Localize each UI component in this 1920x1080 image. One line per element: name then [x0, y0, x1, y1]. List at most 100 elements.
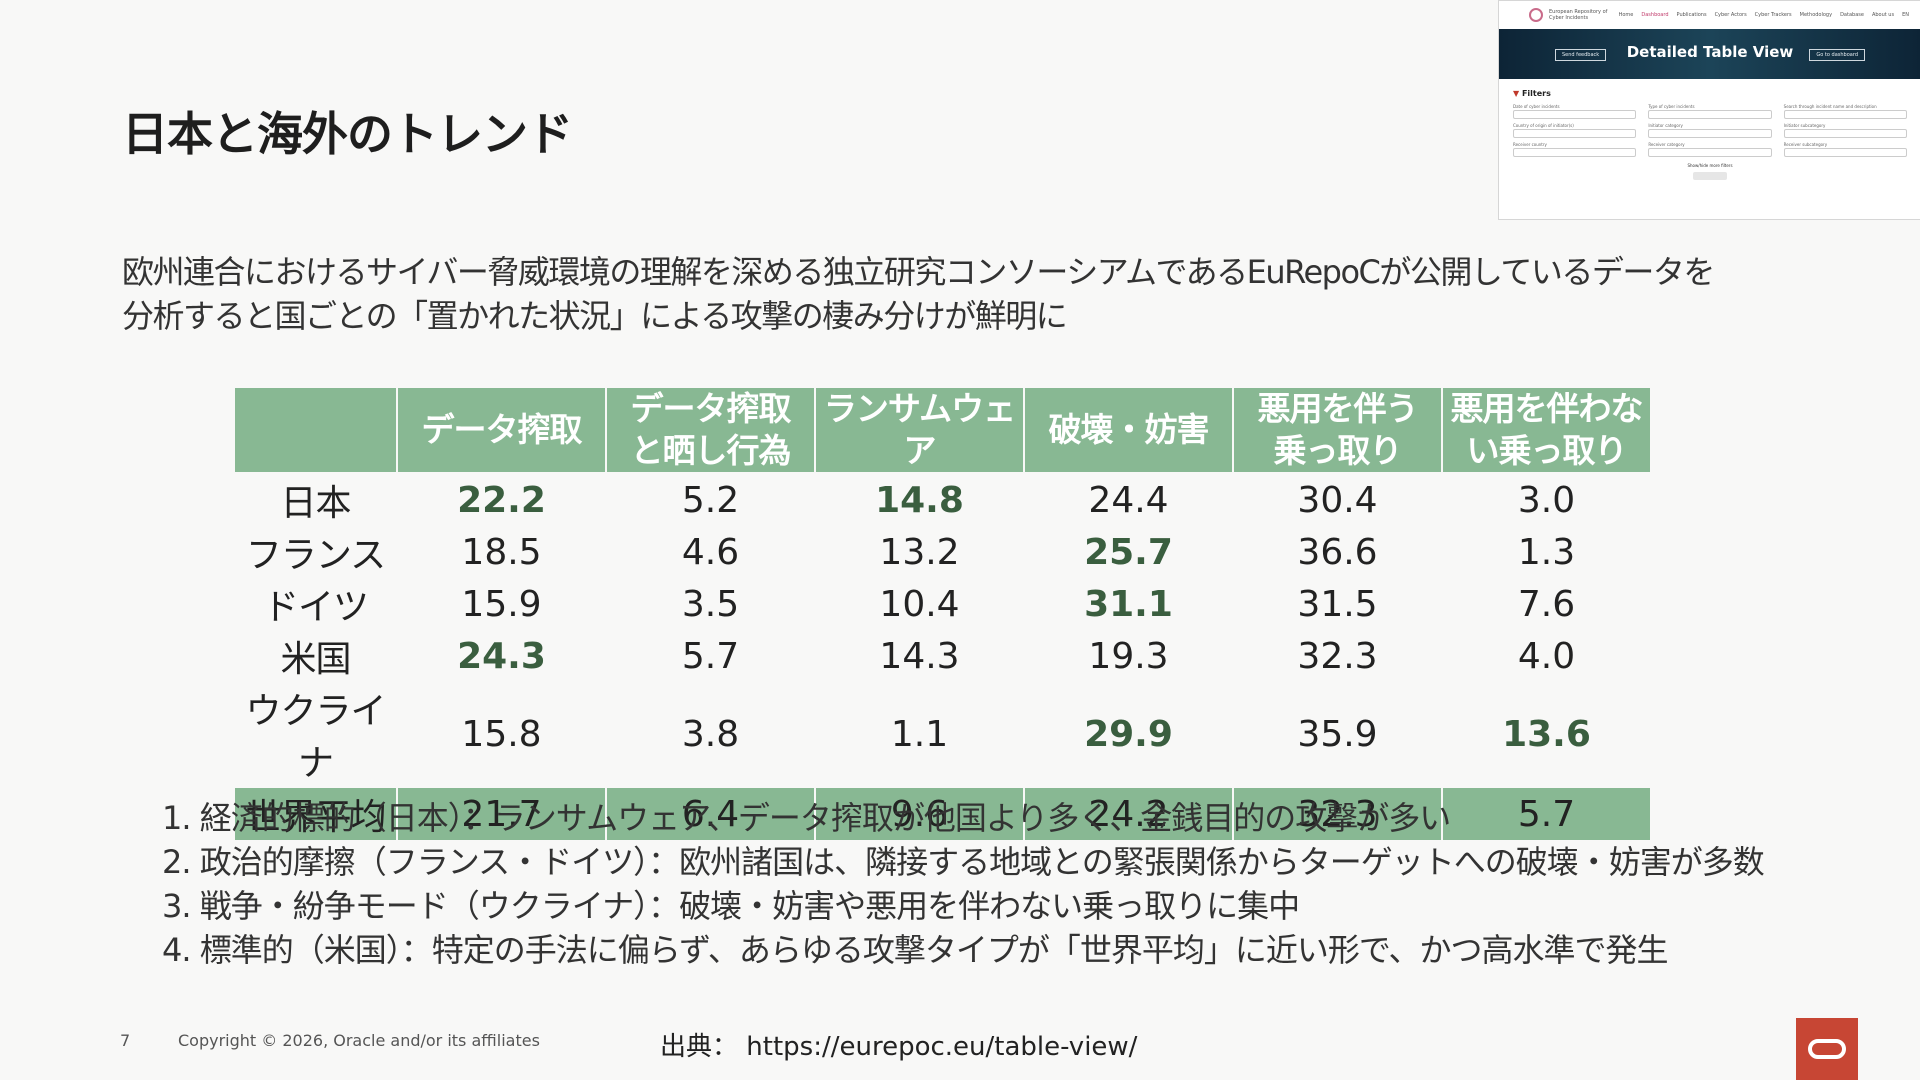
column-header: データ搾取 と晒し行為	[605, 386, 816, 474]
table-row: フランス 18.5 4.6 13.2 25.7 36.6 1.3	[234, 526, 1651, 578]
note-item: 2. 政治的摩擦（フランス・ドイツ）：欧州諸国は、隣接する地域との緊張関係からタ…	[162, 843, 1765, 881]
row-label: フランス	[245, 535, 386, 576]
subtitle-line: 欧州連合におけるサイバー脅威環境の理解を深める独立研究コンソーシアムであるEuR…	[122, 253, 1715, 291]
row-label: 日本	[280, 483, 351, 524]
table-cell: 14.3	[879, 635, 960, 677]
eurepoc-logo-icon	[1529, 8, 1543, 22]
thumbnail-filter-label: Initiator category	[1648, 123, 1683, 128]
column-header: 破壊・妨害	[1023, 386, 1234, 474]
note-item: 1. 経済的標的（日本）：ランサムウェア、データ搾取が他国より多く、金銭目的の攻…	[162, 799, 1451, 837]
page-title: 日本と海外のトレンド	[122, 107, 573, 161]
thumbnail-filters-heading: ▼ Filters	[1513, 89, 1551, 98]
table-cell: 13.2	[879, 531, 960, 573]
thumbnail-nav-item: Database	[1840, 12, 1864, 18]
table-cell: 35.9	[1297, 713, 1378, 755]
table-row: 日本 22.2 5.2 14.8 24.4 30.4 3.0	[234, 473, 1651, 526]
column-header-line: データ搾取	[421, 410, 583, 449]
thumbnail-go-to-dashboard: Go to dashboard	[1809, 49, 1865, 61]
thumbnail-show-more: Show/hide more filters	[1687, 163, 1733, 168]
analysis-notes: 1. 経済的標的（日本）：ランサムウェア、データ搾取が他国より多く、金銭目的の攻…	[162, 796, 1765, 972]
column-header: 悪用を伴わな い乗っ取り	[1441, 386, 1652, 474]
thumbnail-filter-label: Search through incident name and descrip…	[1783, 104, 1877, 109]
column-header: 悪用を伴う 乗っ取り	[1232, 386, 1443, 474]
thumbnail-nav-item: Methodology	[1799, 12, 1833, 18]
table-cell: 7.6	[1517, 583, 1576, 625]
table-cell: 18.5	[461, 531, 542, 573]
table-header-row: データ搾取 データ搾取 と晒し行為 ランサムウェア 破壊・妨害 悪用を伴う 乗っ取り 悪用を伴…	[233, 386, 1652, 474]
row-label: ウクライナ	[245, 691, 386, 784]
thumbnail-nav-item: EN	[1902, 12, 1909, 18]
thumbnail-filter-label: Country of origin of initiator(s)	[1513, 123, 1574, 128]
table-cell: 22.2	[457, 479, 546, 521]
trend-table: データ搾取 データ搾取 と晒し行為 ランサムウェア 破壊・妨害 悪用を伴う 乗っ取り 悪用を伴…	[233, 386, 1652, 842]
note-item: 4. 標準的（米国）：特定の手法に偏らず、あらゆる攻撃タイプが「世界平均」に近い…	[162, 931, 1669, 969]
table-cell: 31.5	[1297, 583, 1378, 625]
table-corner-cell	[233, 386, 398, 474]
table-cell: 5.7	[681, 635, 740, 677]
thumbnail-filter-label: Receiver subcategory	[1783, 142, 1828, 147]
thumbnail-filter-label: Initiator subcategory	[1783, 123, 1826, 128]
table-cell: 3.0	[1517, 479, 1576, 521]
thumbnail-reset	[1693, 172, 1727, 180]
thumbnail-nav-item: About us	[1871, 12, 1895, 18]
thumbnail-menu: Home Dashboard Publications Cyber Actors…	[1619, 12, 1909, 18]
thumbnail-navbar: European Repository of Cyber Incidents H…	[1499, 1, 1920, 29]
subtitle-line: 分析すると国ごとの「置かれた状況」による攻撃の棲み分けが鮮明に	[122, 297, 1068, 335]
column-header-line: 悪用を伴う	[1257, 389, 1419, 428]
copyright: Copyright © 2026, Oracle and/or its affi…	[178, 1031, 540, 1050]
table-cell: 24.2	[1023, 786, 1234, 842]
table-row: ウクライナ 15.8 3.8 1.1 29.9 35.9 13.6	[234, 682, 1651, 787]
oracle-logo-icon	[1796, 1018, 1858, 1080]
column-header-line: 破壊・妨害	[1048, 410, 1210, 449]
source-label: 出典：	[660, 1032, 739, 1062]
table-cell: 14.8	[875, 479, 964, 521]
table-row: 米国 24.3 5.7 14.3 19.3 32.3 4.0	[234, 630, 1651, 682]
table-cell: 15.9	[461, 583, 542, 625]
table-cell: 6.4	[605, 786, 816, 842]
table-cell: 36.6	[1297, 531, 1378, 573]
table-cell: 30.4	[1297, 479, 1378, 521]
table-cell: 15.8	[461, 713, 542, 755]
table-cell: 29.9	[1084, 713, 1173, 755]
thumbnail-nav-item: Home	[1618, 12, 1634, 18]
table-cell: 1.3	[1517, 531, 1576, 573]
thumbnail-filter-label: Date of cyber incidents	[1513, 104, 1560, 109]
table-cell: 19.3	[1088, 635, 1169, 677]
column-header-line: と晒し行為	[630, 431, 792, 470]
table-cell: 31.1	[1084, 583, 1173, 625]
eurepoc-screenshot-thumbnail: European Repository of Cyber Incidents H…	[1498, 0, 1920, 220]
filter-triangle-icon: ▼	[1513, 89, 1522, 98]
table-cell: 10.4	[879, 583, 960, 625]
thumbnail-send-feedback: Send feedback	[1555, 49, 1607, 61]
row-label: 米国	[280, 639, 351, 680]
table-cell: 1.1	[890, 713, 949, 755]
column-header-line: データ搾取	[630, 389, 792, 428]
thumbnail-nav-item: Publications	[1676, 12, 1707, 18]
table-cell: 5.7	[1441, 786, 1652, 842]
source-citation: 出典： https://eurepoc.eu/table-view/	[660, 1026, 1137, 1063]
thumbnail-nav-item: Dashboard	[1641, 12, 1669, 18]
table-cell: 21.7	[396, 786, 607, 842]
table-cell: 3.5	[681, 583, 740, 625]
thumbnail-filter-label: Receiver country	[1513, 142, 1547, 147]
oracle-ring-shape	[1808, 1039, 1846, 1059]
thumbnail-org-name: European Repository of Cyber Incidents	[1549, 9, 1608, 21]
column-header: ランサムウェア	[814, 386, 1025, 474]
thumbnail-filter-label: Receiver category	[1648, 142, 1685, 147]
thumbnail-hero-title: Detailed Table View	[1626, 43, 1794, 61]
column-header-line: い乗っ取り	[1466, 431, 1628, 470]
table-cell: 32.3	[1297, 635, 1378, 677]
column-header-line: 悪用を伴わな	[1450, 389, 1644, 428]
thumbnail-filter-label: Type of cyber incidents	[1648, 104, 1695, 109]
thumbnail-nav-item: Cyber Trackers	[1754, 12, 1792, 18]
thumbnail-hero: Send feedback Detailed Table View Go to …	[1499, 29, 1920, 79]
table-cell: 13.6	[1502, 713, 1591, 755]
column-header-line: ランサムウェア	[823, 389, 1016, 470]
source-url[interactable]: https://eurepoc.eu/table-view/	[746, 1032, 1138, 1062]
page-subtitle: 欧州連合におけるサイバー脅威環境の理解を深める独立研究コンソーシアムであるEuR…	[122, 250, 1802, 338]
table-cell: 5.2	[681, 479, 740, 521]
table-cell: 25.7	[1084, 531, 1173, 573]
note-item: 3. 戦争・紛争モード（ウクライナ）：破壊・妨害や悪用を伴わない乗っ取りに集中	[162, 887, 1300, 925]
table-cell: 3.8	[681, 713, 740, 755]
table-cell: 24.4	[1088, 479, 1169, 521]
